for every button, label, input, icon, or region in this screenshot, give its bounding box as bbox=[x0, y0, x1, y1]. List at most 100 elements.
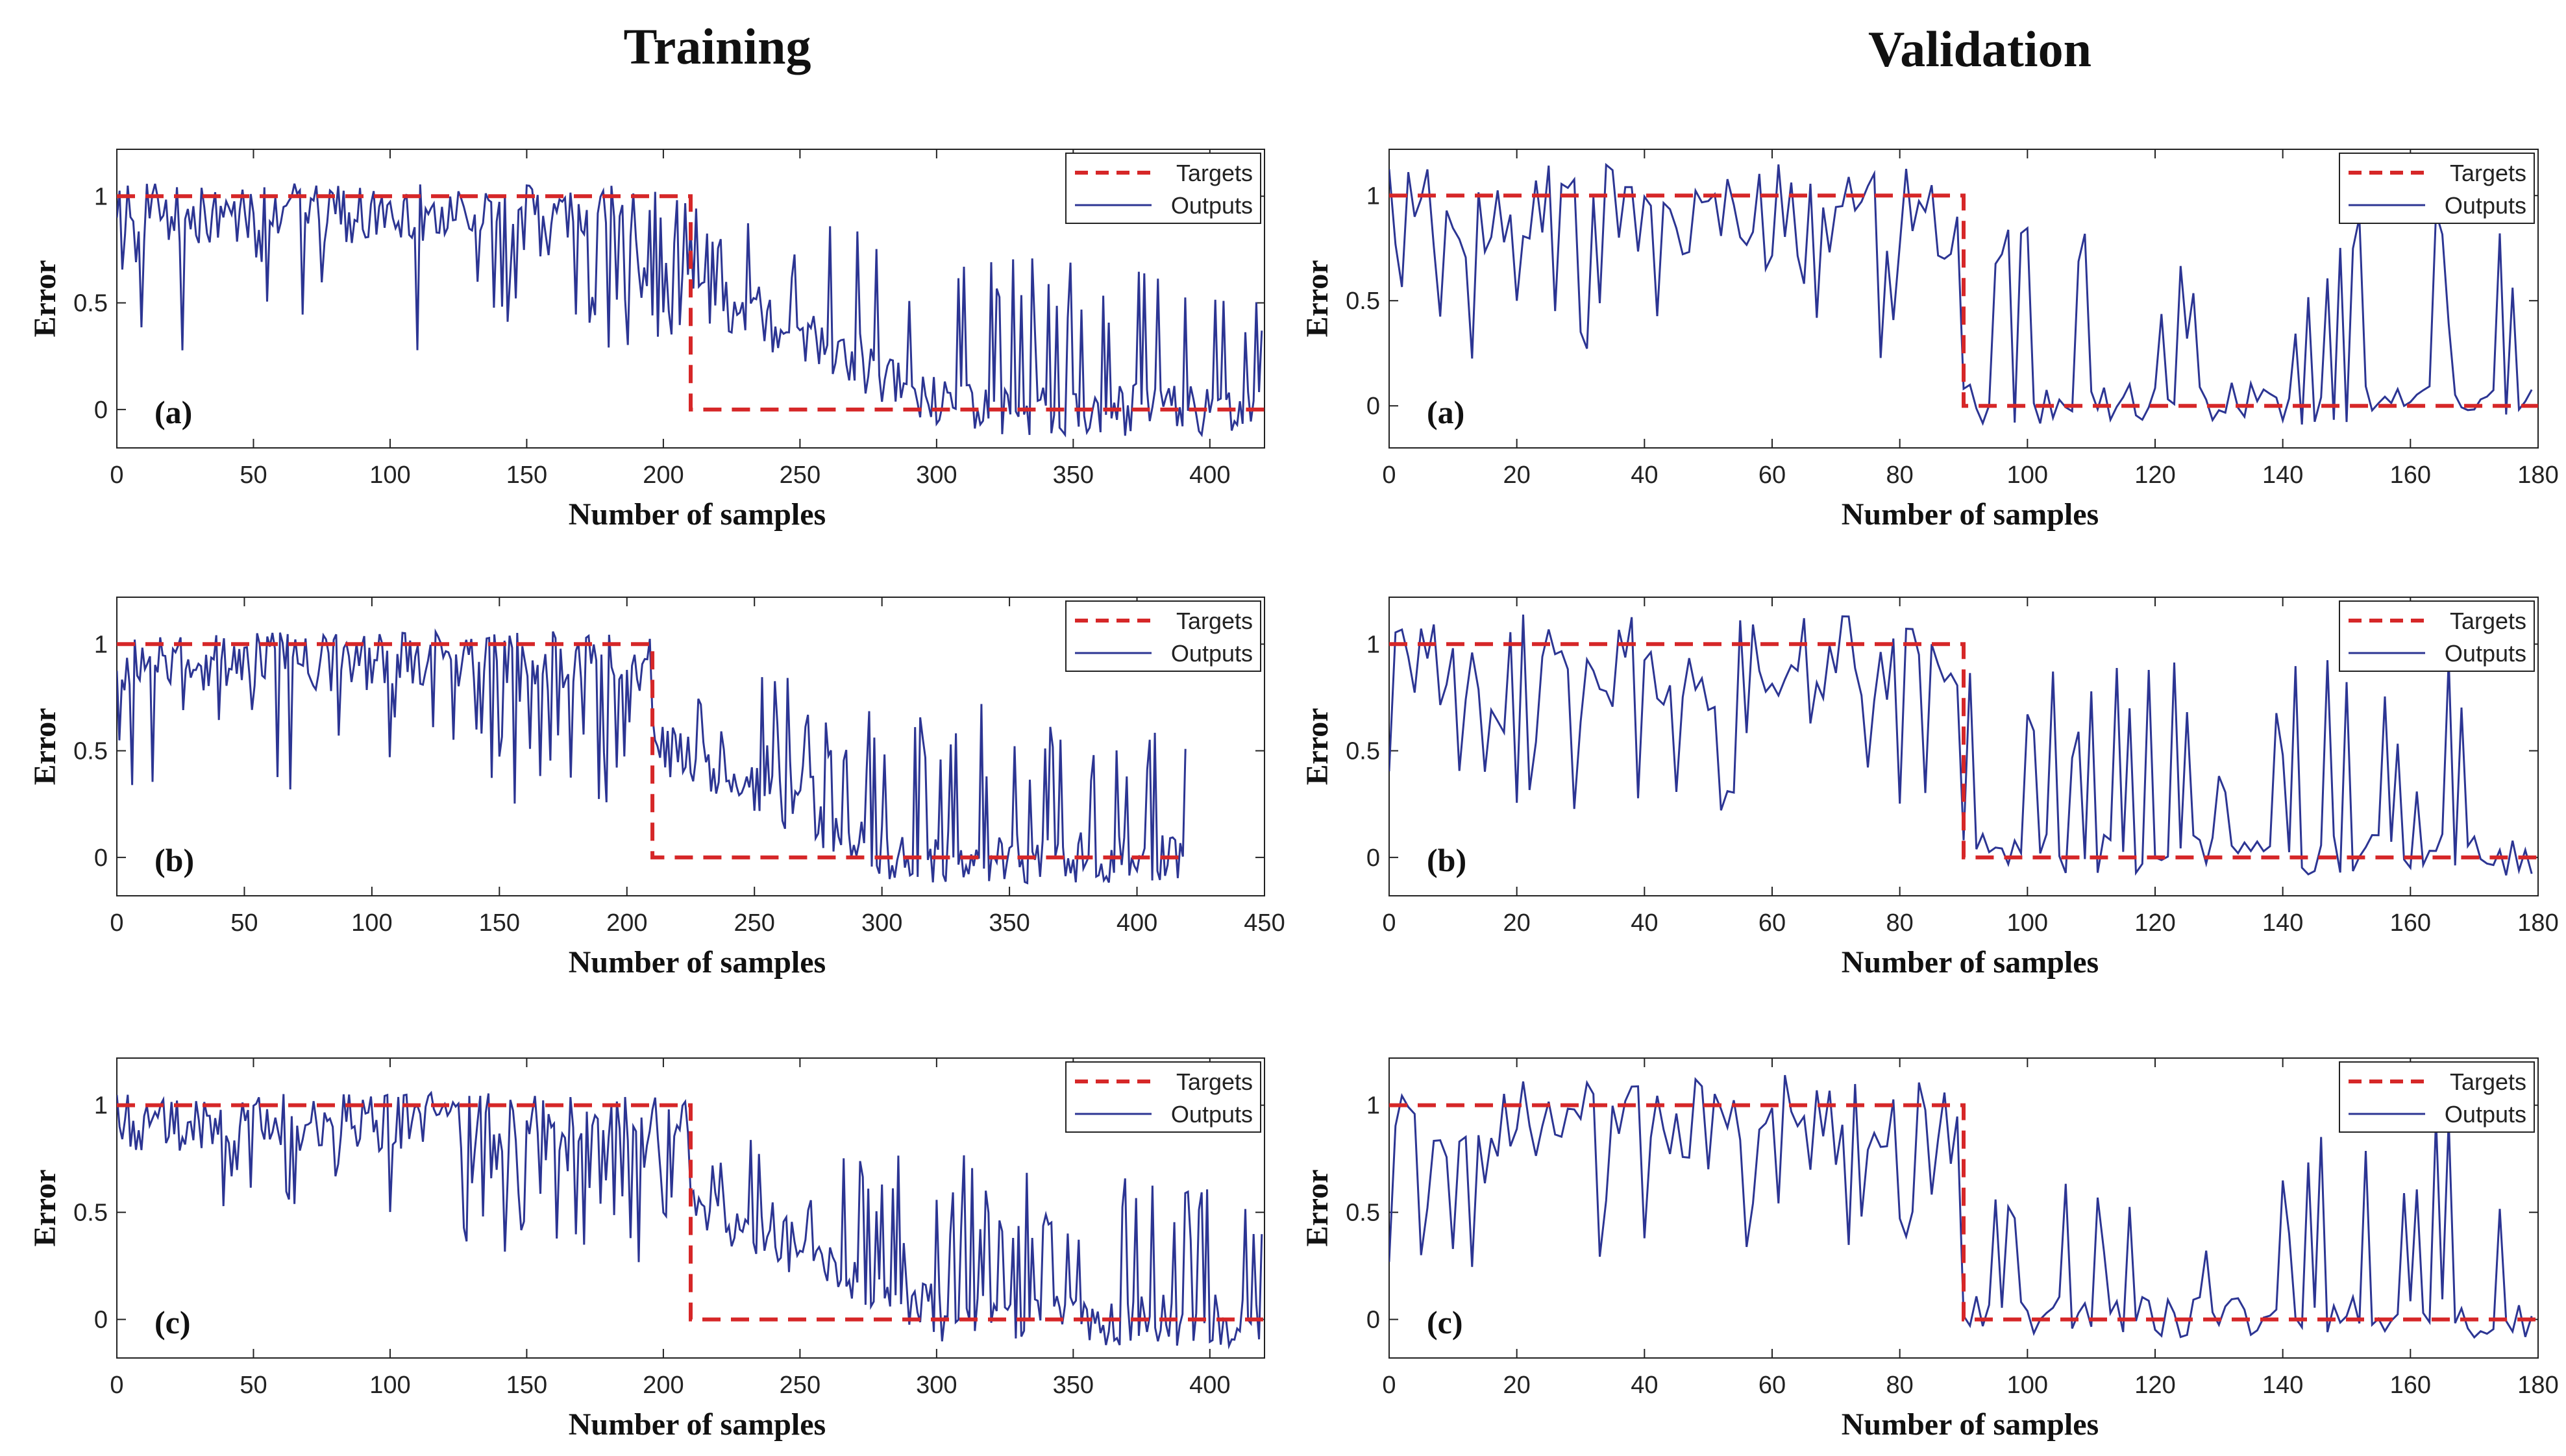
x-tick-label: 120 bbox=[2134, 909, 2175, 937]
y-tick-label: 0.5 bbox=[73, 738, 108, 765]
axes-frame bbox=[1388, 149, 2539, 449]
y-tick-label: 0.5 bbox=[1346, 1200, 1380, 1227]
validation-header: Validation bbox=[1868, 21, 2091, 77]
y-axis-label: Error bbox=[1300, 1169, 1335, 1246]
x-tick-label: 200 bbox=[606, 909, 647, 937]
y-tick-label: 1 bbox=[1366, 631, 1380, 658]
panel-label: (b) bbox=[1427, 842, 1466, 878]
y-axis-label: Error bbox=[28, 260, 62, 337]
x-tick-label: 50 bbox=[240, 1372, 267, 1399]
training-header: Training bbox=[624, 18, 811, 75]
legend: Targets Outputs bbox=[2339, 1061, 2535, 1133]
chart-panel-validation-3: 0 20 40 60 80 100 120 140 160 180 0 0.5 1 Number of s… bbox=[1300, 149, 2559, 532]
x-axis-label: Number of samples bbox=[1842, 497, 2099, 532]
legend: Targets Outputs bbox=[1065, 1061, 1261, 1133]
panel-label: (a) bbox=[1427, 394, 1464, 430]
y-tick-label: 1 bbox=[1366, 1092, 1380, 1120]
legend-box bbox=[1065, 600, 1261, 672]
x-tick-label: 50 bbox=[230, 909, 258, 937]
x-tick-label: 180 bbox=[2517, 462, 2558, 489]
x-tick-label: 50 bbox=[240, 462, 267, 489]
x-tick-label: 0 bbox=[110, 462, 123, 489]
x-tick-label: 350 bbox=[989, 909, 1030, 937]
chart-panel-validation-4: 0 20 40 60 80 100 120 140 160 180 0 0.5 1 Number of s… bbox=[1300, 597, 2559, 980]
x-tick-label: 140 bbox=[2262, 909, 2303, 937]
targets-series-line bbox=[1389, 193, 2538, 408]
x-tick-label: 350 bbox=[1053, 462, 1094, 489]
y-axis-label: Error bbox=[28, 1169, 62, 1246]
outputs-series-line bbox=[1389, 614, 2533, 876]
y-tick-label: 1 bbox=[94, 1092, 108, 1120]
x-tick-label: 100 bbox=[369, 1372, 410, 1399]
x-tick-label: 60 bbox=[1758, 1372, 1786, 1399]
y-axis-label: Error bbox=[1300, 708, 1335, 785]
axes-frame bbox=[116, 149, 1265, 449]
legend-targets-label: Targets bbox=[1176, 160, 1253, 186]
x-tick-label: 160 bbox=[2390, 1372, 2431, 1399]
panel-label: (c) bbox=[154, 1304, 191, 1340]
y-tick-label: 0 bbox=[1366, 393, 1380, 420]
x-tick-label: 150 bbox=[506, 1372, 547, 1399]
x-tick-label: 200 bbox=[643, 1372, 684, 1399]
x-tick-label: 400 bbox=[1189, 462, 1230, 489]
legend-box bbox=[2339, 1061, 2535, 1133]
legend-outputs-label: Outputs bbox=[1171, 1101, 1253, 1128]
legend-outputs-label: Outputs bbox=[2445, 192, 2526, 219]
x-tick-label: 140 bbox=[2262, 462, 2303, 489]
x-tick-label: 120 bbox=[2134, 462, 2175, 489]
y-tick-label: 1 bbox=[1366, 182, 1380, 210]
x-tick-label: 150 bbox=[506, 462, 547, 489]
x-axis-label: Number of samples bbox=[569, 1407, 826, 1442]
legend: Targets Outputs bbox=[2339, 600, 2535, 672]
x-tick-label: 450 bbox=[1244, 909, 1285, 937]
y-tick-label: 0 bbox=[94, 845, 108, 872]
chart-panel-training-1: 0 50 100 150 200 250 300 350 400 450 0 0.5 1 Number o… bbox=[28, 597, 1285, 980]
legend-targets-label: Targets bbox=[2450, 160, 2526, 186]
x-tick-label: 300 bbox=[916, 1372, 957, 1399]
x-tick-label: 400 bbox=[1116, 909, 1157, 937]
legend: Targets Outputs bbox=[2339, 153, 2535, 224]
x-tick-label: 180 bbox=[2517, 909, 2558, 937]
x-tick-label: 0 bbox=[1382, 462, 1396, 489]
x-tick-label: 0 bbox=[1382, 1372, 1396, 1399]
x-tick-label: 80 bbox=[1886, 1372, 1914, 1399]
outputs-series-line bbox=[1389, 1075, 2533, 1339]
chart-panel-training-2: 0 50 100 150 200 250 300 350 400 0 0.5 1 Number of s… bbox=[28, 1057, 1265, 1442]
x-tick-label: 100 bbox=[2007, 462, 2048, 489]
x-tick-label: 160 bbox=[2390, 909, 2431, 937]
x-tick-label: 350 bbox=[1053, 1372, 1094, 1399]
axes-frame bbox=[1388, 1057, 2539, 1359]
legend-box bbox=[1065, 153, 1261, 224]
x-tick-label: 60 bbox=[1758, 462, 1786, 489]
x-axis-label: Number of samples bbox=[569, 497, 826, 532]
y-tick-label: 0.5 bbox=[1346, 288, 1380, 315]
x-tick-label: 160 bbox=[2390, 462, 2431, 489]
y-tick-label: 0.5 bbox=[73, 290, 108, 317]
legend-box bbox=[2339, 153, 2535, 224]
y-axis-label: Error bbox=[28, 708, 62, 785]
x-tick-label: 40 bbox=[1631, 909, 1658, 937]
legend-outputs-label: Outputs bbox=[1171, 192, 1253, 219]
targets-series-line bbox=[117, 194, 1264, 412]
x-tick-label: 250 bbox=[780, 1372, 820, 1399]
x-tick-label: 80 bbox=[1886, 909, 1914, 937]
legend-targets-label: Targets bbox=[1176, 1068, 1253, 1095]
y-tick-label: 1 bbox=[94, 183, 108, 210]
x-tick-label: 250 bbox=[734, 909, 775, 937]
legend-box bbox=[2339, 600, 2535, 672]
panel-label: (b) bbox=[154, 842, 194, 878]
x-tick-label: 250 bbox=[780, 462, 820, 489]
legend: Targets Outputs bbox=[1065, 600, 1261, 672]
targets-series-line bbox=[117, 1103, 1264, 1322]
y-tick-label: 0.5 bbox=[73, 1200, 108, 1227]
x-tick-label: 100 bbox=[369, 462, 410, 489]
x-tick-label: 60 bbox=[1758, 909, 1786, 937]
axes-frame bbox=[1388, 597, 2539, 896]
legend-outputs-label: Outputs bbox=[1171, 640, 1253, 667]
x-tick-label: 300 bbox=[916, 462, 957, 489]
legend-box bbox=[1065, 1061, 1261, 1133]
x-tick-label: 0 bbox=[1382, 909, 1396, 937]
